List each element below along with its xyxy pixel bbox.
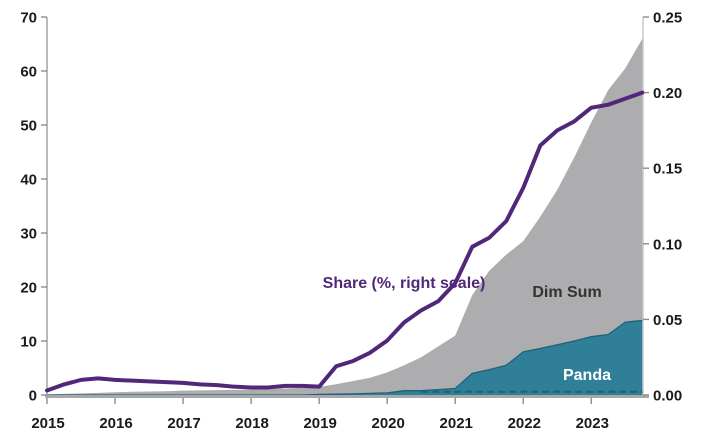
share-line [45, 90, 645, 393]
series-label-share-right-scale: Share (%, right scale) [323, 275, 486, 292]
x-axis-tick-label: 2019 [303, 415, 336, 432]
x-axis-tick-label: 2023 [576, 415, 609, 432]
right-axis-tick-label: 0.00 [653, 388, 682, 405]
x-axis-tick-label: 2017 [167, 415, 200, 432]
x-axis-tick-label: 2020 [371, 415, 404, 432]
series-label-panda: Panda [563, 367, 611, 384]
right-axis-tick-label: 0.10 [653, 236, 682, 253]
right-axis-tick-label: 0.20 [653, 85, 682, 102]
x-axis-tick-label: 2021 [440, 415, 473, 432]
left-axis-tick-label: 0 [29, 388, 37, 405]
panda-area [47, 320, 643, 395]
left-axis-tick-label: 30 [20, 226, 37, 243]
x-axis-tick-label: 2015 [31, 415, 64, 432]
left-axis-tick-label: 10 [20, 334, 37, 351]
right-axis-tick-label: 0.05 [653, 312, 682, 329]
dim-sum-area [47, 38, 643, 395]
left-axis-tick-label: 40 [20, 172, 37, 189]
left-axis-tick-label: 50 [20, 118, 37, 135]
x-axis-tick-label: 2018 [235, 415, 268, 432]
right-axis-tick-label: 0.25 [653, 10, 682, 27]
left-axis-tick-label: 20 [20, 280, 37, 297]
left-axis-tick-label: 60 [20, 64, 37, 81]
series-label-dim-sum: Dim Sum [532, 284, 601, 301]
left-axis-tick-label: 70 [20, 10, 37, 27]
x-axis-tick-label: 2016 [99, 415, 132, 432]
x-axis-tick-label: 2022 [508, 415, 541, 432]
right-axis-tick-label: 0.15 [653, 161, 682, 178]
